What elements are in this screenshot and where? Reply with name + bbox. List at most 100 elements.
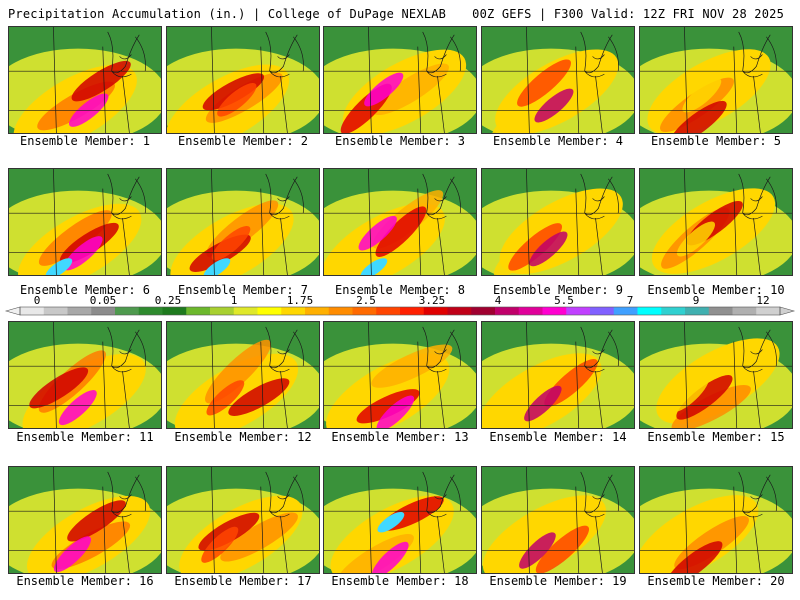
ensemble-member-map [8, 26, 162, 134]
run-info: 00Z GEFS | F300 Valid: 12Z FRI NOV 28 20… [472, 7, 784, 21]
color-scale-swatch [400, 307, 425, 315]
ensemble-member-map [8, 321, 162, 429]
color-scale-outline [19, 306, 781, 316]
ensemble-member-label: Ensemble Member: 8 [334, 283, 466, 297]
precip-field [324, 169, 476, 275]
scale-tick-label: 0.05 [89, 294, 117, 307]
ensemble-member-map [323, 466, 477, 574]
color-scale-swatch [352, 307, 377, 315]
ensemble-member-label: Ensemble Member: 14 [489, 430, 627, 444]
ensemble-member-map [481, 466, 635, 574]
precip-field [324, 27, 476, 133]
ensemble-member-label: Ensemble Member: 11 [16, 430, 154, 444]
precip-field [167, 322, 319, 428]
map-boundaries [324, 467, 476, 573]
color-scale-swatch [91, 307, 116, 315]
precip-field [640, 322, 792, 428]
scale-tick-label: 12 [756, 294, 770, 307]
ensemble-member-label: Ensemble Member: 18 [331, 574, 469, 588]
ensemble-member-map [166, 466, 320, 574]
color-scale-swatch [43, 307, 68, 315]
map-boundaries [640, 169, 792, 275]
map-boundaries [324, 169, 476, 275]
map-boundaries [9, 322, 161, 428]
precip-field [640, 467, 792, 573]
ensemble-member-label: Ensemble Member: 16 [16, 574, 154, 588]
precip-field [9, 169, 161, 275]
color-scale-bar [4, 306, 796, 316]
ensemble-member-label: Ensemble Member: 3 [334, 134, 466, 148]
ensemble-member-map [8, 466, 162, 574]
color-scale-swatch [637, 307, 662, 315]
scale-tick-label: 1.75 [286, 294, 314, 307]
color-scale-swatch [423, 307, 448, 315]
map-boundaries [324, 322, 476, 428]
scale-tick-label: 3.25 [418, 294, 446, 307]
color-scale-swatch [233, 307, 258, 315]
ensemble-member-label: Ensemble Member: 9 [492, 283, 624, 297]
map-boundaries [167, 467, 319, 573]
precip-field [640, 27, 792, 133]
color-scale-swatch [186, 307, 211, 315]
ensemble-member-map [323, 168, 477, 276]
precip-field [640, 169, 792, 275]
scale-tick-label: 0 [33, 294, 41, 307]
map-boundaries [482, 322, 634, 428]
color-scale-swatch [471, 307, 496, 315]
color-scale-swatch [566, 307, 591, 315]
precip-field [9, 322, 161, 428]
color-scale-swatch [613, 307, 638, 315]
precip-field [324, 322, 476, 428]
precip-field [167, 467, 319, 573]
color-scale-swatch [20, 307, 45, 315]
precip-field [482, 27, 634, 133]
map-boundaries [640, 467, 792, 573]
ensemble-member-map [166, 168, 320, 276]
scale-tick-label: 7 [626, 294, 634, 307]
ensemble-member-label: Ensemble Member: 10 [647, 283, 785, 297]
color-scale-swatch [756, 307, 781, 315]
map-boundaries [324, 27, 476, 133]
color-scale-swatch [661, 307, 686, 315]
ensemble-member-label: Ensemble Member: 20 [647, 574, 785, 588]
color-scale-swatch [138, 307, 163, 315]
ensemble-member-map [481, 26, 635, 134]
ensemble-member-label: Ensemble Member: 6 [19, 283, 151, 297]
map-boundaries [9, 27, 161, 133]
map-boundaries [167, 322, 319, 428]
color-scale-swatch [708, 307, 733, 315]
scale-arrow-left [4, 306, 21, 316]
precip-field [167, 27, 319, 133]
precip-field [9, 467, 161, 573]
map-boundaries [167, 27, 319, 133]
ensemble-member-map [481, 168, 635, 276]
scale-tick-label: 0.25 [154, 294, 182, 307]
color-scale-swatch [495, 307, 520, 315]
precip-field [167, 169, 319, 275]
precip-field [482, 322, 634, 428]
color-scale-swatch [305, 307, 330, 315]
map-boundaries [640, 27, 792, 133]
map-boundaries [640, 322, 792, 428]
color-scale-swatch [685, 307, 710, 315]
map-boundaries [167, 169, 319, 275]
color-scale-swatch [447, 307, 472, 315]
ensemble-member-map [166, 321, 320, 429]
precip-field [482, 169, 634, 275]
ensemble-member-map [323, 321, 477, 429]
scale-tick-label: 9 [692, 294, 700, 307]
scale-tick-label: 4 [494, 294, 502, 307]
color-scale-swatch [542, 307, 567, 315]
ensemble-member-map [481, 321, 635, 429]
color-scale-swatch [376, 307, 401, 315]
ensemble-member-label: Ensemble Member: 7 [177, 283, 309, 297]
scale-tick-label: 1 [230, 294, 238, 307]
ensemble-member-map [166, 26, 320, 134]
ensemble-member-map [639, 321, 793, 429]
precip-field [9, 27, 161, 133]
map-boundaries [9, 467, 161, 573]
color-scale-swatch [210, 307, 235, 315]
ensemble-member-label: Ensemble Member: 1 [19, 134, 151, 148]
ensemble-member-label: Ensemble Member: 4 [492, 134, 624, 148]
color-scale-swatch [67, 307, 92, 315]
